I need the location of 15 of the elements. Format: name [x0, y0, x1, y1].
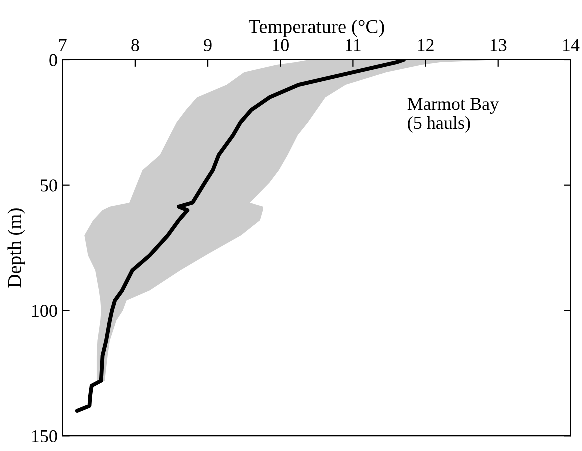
x-tick-label: 8	[132, 39, 140, 52]
x-axis-title: Temperature (°C)	[248, 20, 384, 38]
y-tick-label: 150	[32, 430, 58, 443]
x-tick-label: 13	[490, 39, 507, 52]
x-tick-label: 14	[564, 39, 580, 52]
x-tick-label: 12	[418, 39, 434, 52]
y-axis-title: Depth (m)	[8, 208, 26, 288]
x-tick-label: 11	[346, 39, 361, 52]
x-tick-label: 9	[204, 39, 212, 52]
y-tick-label: 0	[50, 54, 58, 66]
x-tick-label: 10	[273, 39, 289, 52]
y-tick-label: 100	[32, 304, 58, 318]
x-tick-label: 7	[60, 39, 67, 52]
annotation: Marmot Bay (5 hauls)	[408, 98, 500, 133]
y-tick-label: 50	[40, 180, 58, 192]
